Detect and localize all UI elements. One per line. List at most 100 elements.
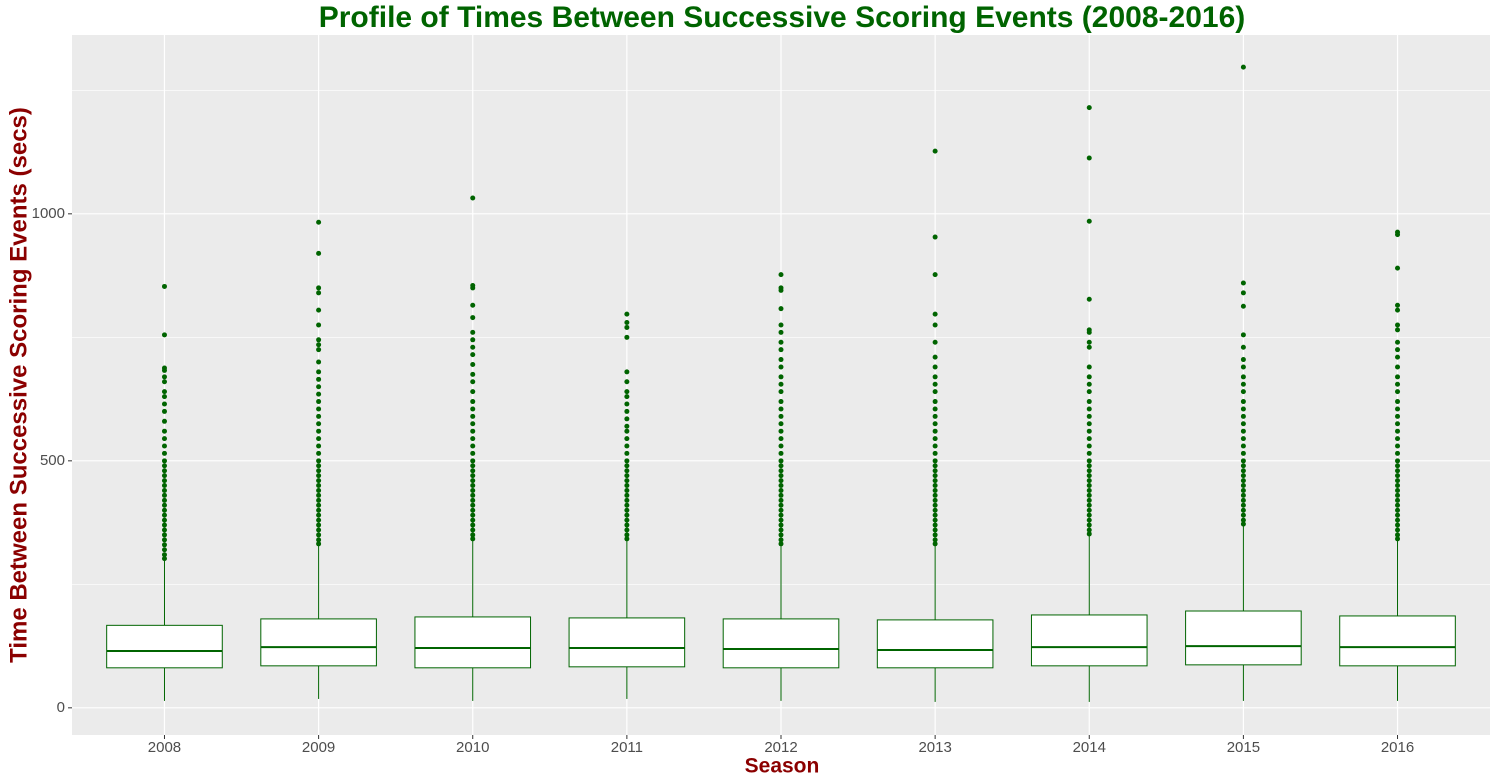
x-tick-label: 2008 [148,739,181,756]
outlier [1395,478,1401,484]
outlier [1086,478,1092,484]
x-tick-label: 2014 [1073,739,1106,756]
outlier [932,532,938,538]
outlier [1086,406,1092,412]
outlier [316,443,322,449]
outlier [1395,463,1401,469]
outlier [1240,478,1246,484]
outlier [932,234,938,240]
x-tick-label: 2012 [764,739,797,756]
outlier [1240,458,1246,464]
outlier [1086,364,1092,370]
outlier [1086,517,1092,523]
outlier [624,527,630,533]
outlier [778,463,784,469]
outlier [624,522,630,528]
outlier [1395,522,1401,528]
outlier [1240,303,1246,309]
outlier [1086,487,1092,493]
outlier [1395,487,1401,493]
outlier [624,320,630,326]
box [722,618,840,669]
outlier [1395,517,1401,523]
outlier [470,443,476,449]
box [1030,614,1148,667]
outlier [161,408,167,414]
x-tick-label: 2009 [302,739,335,756]
outlier [778,364,784,370]
outlier [470,361,476,367]
outlier [624,379,630,385]
outlier [470,522,476,528]
outlier [470,399,476,405]
outlier [1395,421,1401,427]
outlier [316,458,322,464]
outlier [470,532,476,538]
outlier [316,537,322,543]
outlier [778,322,784,328]
outlier [1395,497,1401,503]
y-tick-label: 1000 [32,205,65,222]
outlier [932,354,938,360]
outlier [1086,483,1092,489]
outlier [161,517,167,523]
outlier [1240,290,1246,296]
outlier [778,339,784,345]
outlier [624,428,630,434]
outlier [316,369,322,375]
outlier [316,522,322,528]
outlier [161,436,167,442]
outlier [1086,492,1092,498]
outlier [932,522,938,528]
outlier [316,541,322,547]
outlier [624,443,630,449]
outlier [161,556,167,562]
outlier [1240,450,1246,456]
outlier [1240,517,1246,523]
outlier [778,428,784,434]
outlier [316,342,322,348]
outlier [161,365,167,371]
outlier [1086,413,1092,419]
outlier [778,497,784,503]
outlier [161,502,167,508]
outlier [1395,339,1401,345]
outlier [161,532,167,538]
outlier [1086,381,1092,387]
outlier [1240,406,1246,412]
outlier [778,483,784,489]
outlier [624,512,630,518]
outlier [470,302,476,308]
outlier [778,413,784,419]
outlier [161,374,167,380]
outlier [470,497,476,503]
outlier [1086,421,1092,427]
outlier [932,478,938,484]
outlier [470,315,476,321]
outlier [1395,322,1401,328]
outlier [316,322,322,328]
outlier [161,478,167,484]
outlier [932,436,938,442]
outlier [1086,436,1092,442]
outlier [1395,374,1401,380]
outlier [316,507,322,513]
outlier [161,547,167,553]
x-tick-label: 2013 [918,739,951,756]
outlier [161,450,167,456]
outlier [316,376,322,382]
outlier [316,359,322,365]
outlier [1086,463,1092,469]
outlier [161,487,167,493]
outlier [1395,483,1401,489]
outlier [161,473,167,479]
outlier [1240,399,1246,405]
outlier [316,290,322,296]
outlier [778,285,784,291]
outlier [1086,522,1092,528]
outlier [1395,502,1401,508]
outlier [161,428,167,434]
outlier [316,473,322,479]
outlier [161,401,167,407]
outlier [624,497,630,503]
